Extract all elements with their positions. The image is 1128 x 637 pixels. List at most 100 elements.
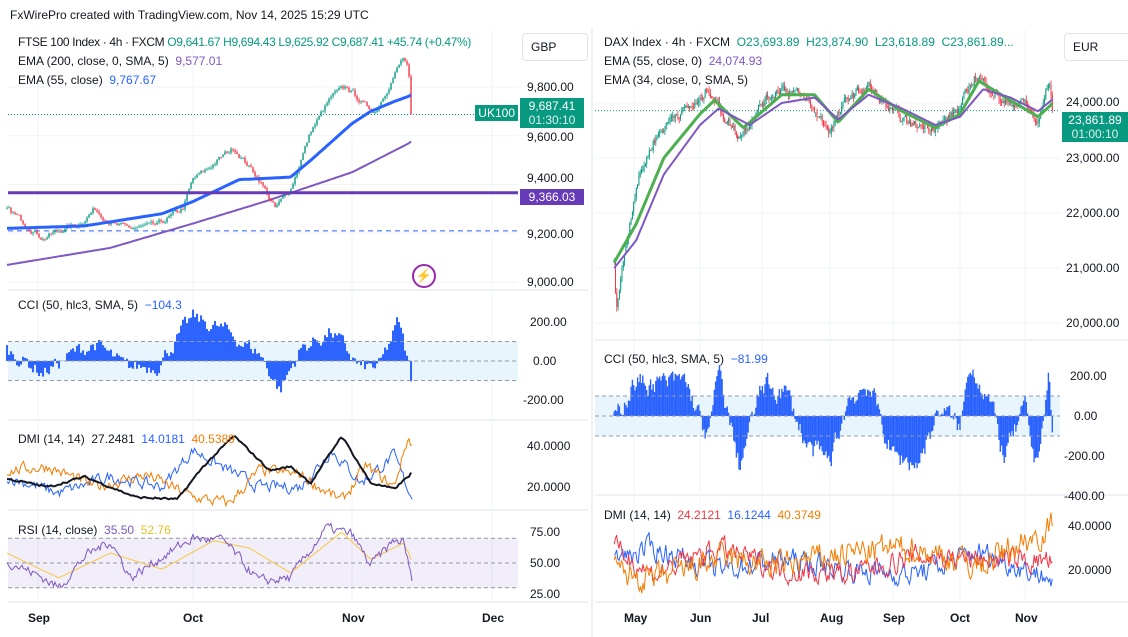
cci-bar bbox=[222, 326, 225, 361]
cci-bar bbox=[834, 416, 836, 433]
cci-bar bbox=[815, 416, 817, 441]
cci-bar bbox=[340, 334, 343, 361]
cci-bar bbox=[679, 379, 682, 416]
currency-button[interactable]: GBP bbox=[522, 33, 588, 61]
ftse-candle bbox=[388, 89, 390, 94]
cci-bar bbox=[974, 383, 977, 416]
cci-bar bbox=[800, 416, 803, 434]
cci-bar bbox=[921, 416, 923, 454]
cci-bar bbox=[662, 373, 665, 416]
rsi-value: 35.50 bbox=[104, 523, 135, 537]
ftse-candle bbox=[22, 220, 24, 224]
open-value: O23,693.89 bbox=[736, 35, 800, 49]
dax-candle bbox=[859, 91, 861, 93]
lightning-alert-icon[interactable]: ⚡ bbox=[412, 264, 436, 288]
cci-bar bbox=[841, 416, 843, 424]
cci-bar bbox=[32, 361, 35, 373]
rsi-legend: RSI (14, close) 35.50 52.76 bbox=[18, 521, 171, 540]
ftse-candle bbox=[282, 196, 284, 199]
ftse-candle bbox=[208, 167, 210, 169]
ftse-candle bbox=[368, 105, 370, 110]
cci-bar bbox=[112, 356, 115, 361]
ftse-candle bbox=[220, 156, 222, 158]
ftse-candle bbox=[96, 209, 98, 212]
dax-candle bbox=[748, 125, 750, 129]
dax-candle bbox=[743, 128, 745, 134]
cci-bar bbox=[354, 358, 357, 361]
cci-bar bbox=[893, 416, 895, 447]
cci-bar bbox=[803, 416, 805, 441]
dax-candle bbox=[722, 115, 724, 120]
price-tick: 9,600.00 bbox=[527, 130, 574, 144]
ftse-candle bbox=[72, 224, 74, 226]
cci-bar bbox=[982, 399, 985, 416]
dax-candle bbox=[648, 150, 650, 157]
dax-candle bbox=[1051, 94, 1053, 111]
dax-candle bbox=[912, 122, 914, 125]
dax-candle bbox=[797, 88, 798, 90]
cci-bar bbox=[116, 353, 119, 361]
cci-bar bbox=[1046, 390, 1048, 416]
close-value: C9,687.41 bbox=[331, 35, 385, 49]
ftse-candle bbox=[200, 170, 202, 174]
cci-bar bbox=[874, 392, 877, 416]
cci-value: −81.99 bbox=[730, 352, 768, 366]
cci-bar bbox=[854, 403, 856, 416]
dax-candle bbox=[635, 188, 637, 197]
cci-bar bbox=[748, 416, 751, 423]
cci-bar bbox=[959, 416, 961, 431]
dax-candle bbox=[665, 122, 667, 130]
dax-candle bbox=[828, 128, 830, 134]
ftse-candle bbox=[248, 165, 250, 167]
dax-candle bbox=[1044, 99, 1045, 103]
dax-candle bbox=[703, 97, 705, 100]
ftse-candle bbox=[148, 222, 150, 224]
dax-candle bbox=[1046, 87, 1048, 91]
cci-bar bbox=[655, 380, 657, 416]
cci-bar bbox=[12, 354, 15, 361]
ftse-candle bbox=[216, 159, 218, 165]
cci-bar bbox=[404, 350, 407, 361]
price-tick: 20,000.00 bbox=[1066, 316, 1120, 330]
cci-bar bbox=[838, 416, 840, 440]
dax-candle bbox=[689, 106, 691, 108]
cci-bar bbox=[148, 361, 151, 368]
cci-bar bbox=[994, 413, 996, 416]
cci-bar bbox=[22, 356, 25, 361]
cci-bar bbox=[752, 415, 754, 416]
cci-bar bbox=[635, 386, 637, 416]
cci-bar bbox=[1010, 416, 1012, 437]
dax-candle bbox=[620, 278, 622, 290]
cci-bar bbox=[642, 375, 644, 416]
cci-bar bbox=[186, 323, 189, 361]
cci-bar bbox=[746, 416, 748, 439]
currency-button[interactable]: EUR bbox=[1064, 33, 1128, 61]
dax-candle bbox=[901, 120, 902, 122]
cci-bar bbox=[984, 393, 986, 416]
ftse-candle bbox=[206, 168, 208, 170]
cci-bar bbox=[86, 351, 89, 361]
ftse-candle bbox=[390, 82, 392, 90]
cci-bar bbox=[208, 331, 211, 361]
dax-candle bbox=[981, 78, 983, 80]
cci-bar bbox=[765, 377, 767, 416]
cci-bar bbox=[188, 318, 191, 361]
dax-candle bbox=[873, 90, 875, 92]
dax-candle bbox=[1003, 100, 1005, 104]
dax-candle bbox=[639, 173, 641, 177]
cci-bar bbox=[384, 347, 387, 361]
cci-bar bbox=[72, 348, 75, 361]
ema34-line bbox=[612, 79, 1054, 264]
cci-bar bbox=[804, 416, 806, 444]
rsi-ma-value: 52.76 bbox=[140, 523, 171, 537]
cci-bar bbox=[138, 361, 141, 365]
cci-bar bbox=[258, 353, 261, 361]
ema55-label: EMA (55, close, 0) bbox=[604, 54, 703, 68]
dax-candle bbox=[772, 96, 774, 98]
cci-bar bbox=[790, 395, 792, 416]
cci-bar bbox=[882, 416, 884, 435]
price-tick: 23,000.00 bbox=[1066, 151, 1120, 165]
ftse-candle bbox=[256, 176, 258, 178]
ftse-candle bbox=[94, 208, 96, 210]
